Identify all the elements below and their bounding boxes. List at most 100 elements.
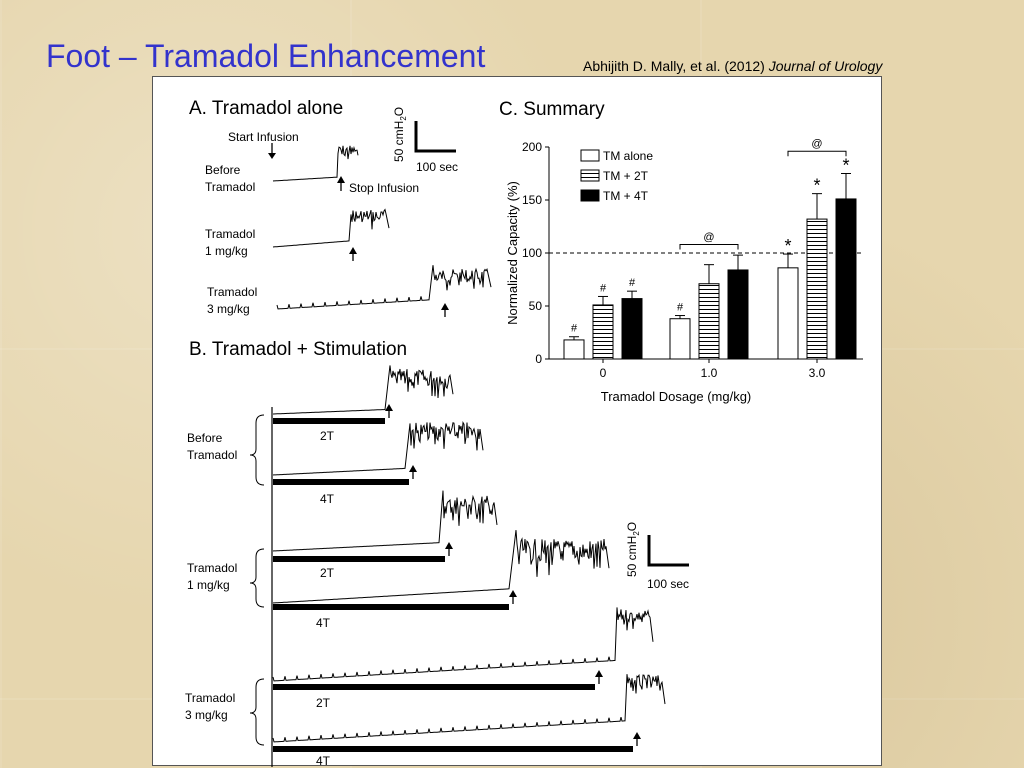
panel-a-row1-line2: Tramadol xyxy=(205,180,255,194)
stim-bar-3 xyxy=(273,556,445,562)
scale-a-y-label: 50 cmH2O xyxy=(392,107,408,162)
y-tick-label-2: 100 xyxy=(522,246,542,260)
bar-1-0 xyxy=(592,304,614,360)
y-tick-label-1: 50 xyxy=(529,299,543,313)
stim-arrow-2 xyxy=(409,465,417,472)
annotation-0: # xyxy=(571,323,578,335)
stim-bar-4 xyxy=(273,604,509,610)
stim-arrow-3 xyxy=(445,542,453,549)
trace-b-4 xyxy=(272,530,610,604)
panel-c: C. Summary 0 50 100 150 200 0 1.0 3.0 # # # # * * * @ @ T… xyxy=(499,99,863,404)
trace-a-before xyxy=(272,145,359,182)
stim-arrow-4 xyxy=(509,590,517,597)
annotation-1: # xyxy=(600,282,607,294)
legend-label-0: TM alone xyxy=(603,149,653,163)
panel-a-row3-line2: 3 mg/kg xyxy=(207,302,250,316)
bar-0-1 xyxy=(669,318,691,360)
x-axis-label: Tramadol Dosage (mg/kg) xyxy=(601,389,752,404)
scale-bar-a xyxy=(414,121,456,153)
scale-b-y-label: 50 cmH2O xyxy=(625,522,641,577)
stim-arrow-1 xyxy=(385,404,393,411)
citation: Abhijith D. Mally, et al. (2012) Journal… xyxy=(583,58,882,74)
y-tick-label-4: 200 xyxy=(522,140,542,154)
annotation-8: @ xyxy=(811,138,822,150)
legend-label-1: TM + 2T xyxy=(603,169,649,183)
scale-bar-b xyxy=(647,535,689,567)
stim-bar-5 xyxy=(273,684,595,690)
slide-title: Foot – Tramadol Enhancement xyxy=(46,38,486,74)
summary-chart: 0 50 100 150 200 0 1.0 3.0 # # # # * * * @ @ Tramadol Dos… xyxy=(505,138,863,404)
bar-1-2 xyxy=(806,218,828,360)
panel-a-title: A. Tramadol alone xyxy=(189,98,343,119)
stim-label-6: 4T xyxy=(316,754,331,767)
bar-2-1 xyxy=(727,269,749,360)
x-tick-label-0: 0 xyxy=(600,366,607,380)
panel-b: B. Tramadol + Stimulation Before Tramado… xyxy=(185,339,689,767)
trace-b-5 xyxy=(272,607,654,682)
trace-a-1mg xyxy=(272,208,390,248)
trace-b-2 xyxy=(272,421,484,476)
stim-label-4: 4T xyxy=(316,616,331,630)
panel-a: A. Tramadol alone Start Infusion Before … xyxy=(189,98,492,317)
bar-2-0 xyxy=(621,298,643,360)
legend-swatch-0 xyxy=(580,149,600,162)
stim-label-2: 4T xyxy=(320,492,335,506)
stim-arrow-5 xyxy=(595,670,603,677)
trace-a-3mg xyxy=(276,265,492,310)
brace-group2 xyxy=(249,548,265,608)
brace-group1 xyxy=(249,414,265,486)
scale-a-x-label: 100 sec xyxy=(416,160,458,174)
panel-b-group2-line2: 1 mg/kg xyxy=(187,578,230,592)
bar-0-0 xyxy=(563,339,585,360)
brace-group3 xyxy=(249,678,265,746)
panel-a-row2-line2: 1 mg/kg xyxy=(205,244,248,258)
y-tick-label-3: 150 xyxy=(522,193,542,207)
stim-bar-2 xyxy=(273,479,409,485)
stim-bar-6 xyxy=(273,746,633,752)
stop-arrow-1mg xyxy=(349,247,357,254)
annotation-4: * xyxy=(784,236,791,256)
stim-arrow-6 xyxy=(633,732,641,739)
legend-label-2: TM + 4T xyxy=(603,189,649,203)
panel-b-group1-line1: Before xyxy=(187,431,223,445)
panel-a-row1-line1: Before xyxy=(205,163,241,177)
x-tick-label-1: 1.0 xyxy=(701,366,718,380)
trace-b-1 xyxy=(273,365,454,415)
annotation-2: # xyxy=(629,277,636,289)
stop-infusion-arrow xyxy=(337,176,345,183)
panel-b-group1-line2: Tramadol xyxy=(187,448,237,462)
panel-a-row2-line1: Tramadol xyxy=(205,227,255,241)
annotation-5: * xyxy=(813,176,820,196)
stim-label-3: 2T xyxy=(320,566,335,580)
panel-b-title: B. Tramadol + Stimulation xyxy=(189,339,407,360)
start-infusion-arrow xyxy=(268,153,276,159)
bar-2-2 xyxy=(835,198,857,360)
scale-b-x-label: 100 sec xyxy=(647,577,689,591)
panel-b-group3-line2: 3 mg/kg xyxy=(185,708,228,722)
citation-authors: Abhijith D. Mally, et al. (2012) xyxy=(583,58,769,74)
citation-journal: Journal of Urology xyxy=(768,58,883,74)
stim-bar-1 xyxy=(273,418,385,424)
trace-b-3 xyxy=(272,490,498,552)
panel-b-traces xyxy=(272,365,666,752)
bar-1-1 xyxy=(698,283,720,360)
stop-infusion-label: Stop Infusion xyxy=(349,181,419,195)
stim-label-1: 2T xyxy=(320,429,335,443)
comparison-bracket-8 xyxy=(787,150,847,157)
legend-swatch-2 xyxy=(580,189,600,202)
annotation-6: * xyxy=(842,156,849,176)
start-infusion-label: Start Infusion xyxy=(228,130,299,144)
y-axis-label: Normalized Capacity (%) xyxy=(505,181,520,325)
panel-b-group3-line1: Tramadol xyxy=(185,691,235,705)
y-tick-label-0: 0 xyxy=(535,352,542,366)
stop-arrow-3mg xyxy=(441,303,449,310)
comparison-bracket-7 xyxy=(679,244,739,250)
panel-c-title: C. Summary xyxy=(499,99,605,120)
annotation-3: # xyxy=(677,302,684,314)
trace-b-6 xyxy=(272,673,666,743)
legend-swatch-1 xyxy=(580,169,600,182)
x-tick-label-2: 3.0 xyxy=(809,366,826,380)
figure-panel: A. Tramadol alone Start Infusion Before … xyxy=(152,76,882,767)
bar-0-2 xyxy=(777,267,799,360)
stim-label-5: 2T xyxy=(316,696,331,710)
